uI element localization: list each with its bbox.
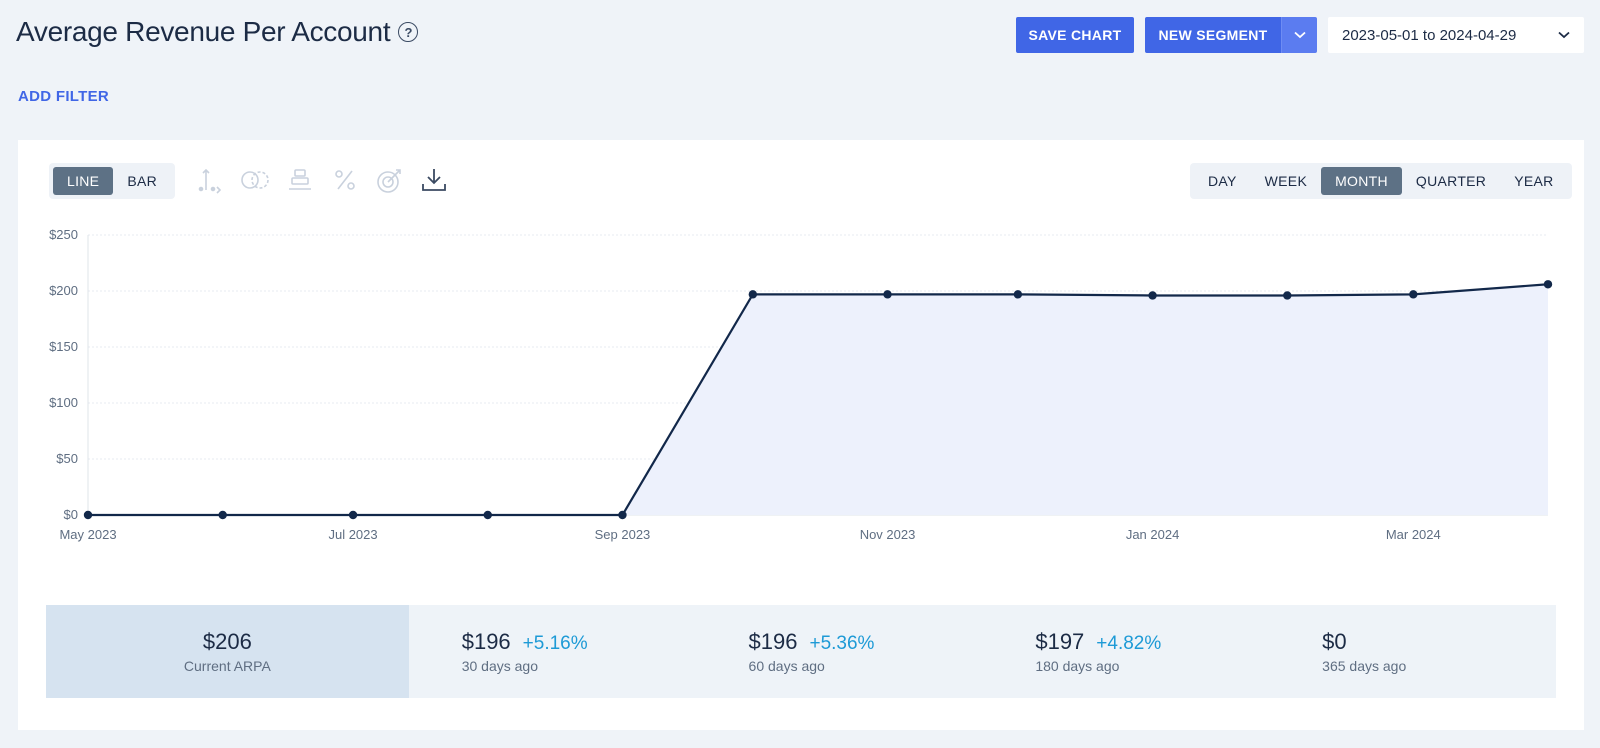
- stat-label: 180 days ago: [1035, 658, 1120, 674]
- y-tick-label: $150: [49, 339, 78, 354]
- y-tick-label: $200: [49, 283, 78, 298]
- current-arpa-label: Current ARPA: [183, 658, 271, 674]
- data-point: [618, 510, 627, 520]
- stat-change: +4.82%: [1096, 633, 1162, 654]
- data-point: [1409, 290, 1418, 299]
- percent-icon[interactable]: [329, 164, 361, 196]
- data-point: [748, 290, 758, 299]
- y-tick-label: $50: [56, 451, 78, 466]
- x-tick-label: Jul 2023: [328, 527, 377, 542]
- interval-toggle: DAY WEEK MONTH QUARTER YEAR: [1190, 163, 1572, 199]
- interval-year[interactable]: YEAR: [1514, 173, 1554, 189]
- data-point: [1283, 291, 1292, 300]
- date-range-picker[interactable]: 2023-05-01 to 2024-04-29: [1328, 17, 1584, 53]
- add-filter-link[interactable]: ADD FILTER: [18, 88, 110, 105]
- stat-label: 30 days ago: [461, 658, 539, 674]
- x-tick-label: Mar 2024: [1386, 527, 1441, 542]
- chevron-down-icon: [1558, 31, 1570, 39]
- stats-bar: $206 Current ARPA $196 +5.16% 30 days ago…: [46, 605, 1556, 698]
- data-point: [483, 510, 492, 520]
- save-chart-button[interactable]: SAVE CHART: [1016, 17, 1134, 53]
- data-point: [83, 510, 93, 520]
- y-tick-label: $100: [49, 395, 78, 410]
- chevron-down-icon: [1293, 31, 1306, 39]
- goal-icon[interactable]: [374, 164, 406, 196]
- interval-day[interactable]: DAY: [1208, 173, 1237, 189]
- interval-week[interactable]: WEEK: [1264, 173, 1308, 189]
- axis-icon[interactable]: [194, 164, 226, 196]
- interval-quarter[interactable]: QUARTER: [1415, 173, 1487, 189]
- x-tick-label: Jan 2024: [1126, 527, 1180, 542]
- x-tick-label: Nov 2023: [860, 527, 916, 542]
- x-tick-label: Sep 2023: [595, 527, 651, 542]
- new-segment-button[interactable]: NEW SEGMENT: [1145, 17, 1281, 53]
- chart-type-toggle: LINE BAR: [49, 163, 176, 199]
- stack-icon[interactable]: [284, 164, 316, 196]
- chart-panel: LINE BAR DAY WEEK MONTH QUARTER YEAR $0 $…: [18, 140, 1584, 730]
- arpa-line-chart: $0 $50 $100 $150 $200 $250 May 2023 Jul 2023 Sep…: [49, 227, 1553, 542]
- x-tick-label: May 2023: [59, 527, 116, 542]
- stat-180-days: $197 +4.82% 180 days ago: [982, 605, 1269, 698]
- stat-value: $196: [748, 629, 798, 654]
- current-arpa-value: $206: [202, 629, 252, 654]
- data-point: [883, 290, 892, 299]
- y-tick-label: $0: [64, 507, 78, 522]
- data-point: [1148, 291, 1157, 300]
- chart-type-bar[interactable]: BAR: [127, 173, 158, 189]
- data-point: [1543, 280, 1553, 289]
- stat-60-days: $196 +5.36% 60 days ago: [696, 605, 983, 698]
- stat-label: 365 days ago: [1322, 658, 1407, 674]
- stat-value: $197: [1035, 629, 1085, 654]
- data-point: [1013, 290, 1023, 299]
- stat-change: +5.36%: [809, 633, 875, 654]
- current-arpa-stat: $206 Current ARPA: [46, 605, 409, 698]
- download-icon[interactable]: [418, 164, 450, 196]
- stat-365-days: $0 365 days ago: [1269, 605, 1556, 698]
- stat-30-days: $196 +5.16% 30 days ago: [409, 605, 696, 698]
- data-point: [348, 510, 358, 520]
- interval-month[interactable]: MONTH: [1321, 167, 1402, 195]
- page-title-text: Average Revenue Per Account: [16, 16, 391, 47]
- compare-icon[interactable]: [239, 164, 271, 196]
- y-tick-label: $250: [49, 227, 78, 242]
- series-line: [88, 283, 1549, 517]
- stat-label: 60 days ago: [748, 658, 825, 674]
- new-segment-dropdown-button[interactable]: [1281, 17, 1317, 53]
- data-point: [218, 510, 227, 520]
- help-icon[interactable]: ?: [398, 22, 419, 42]
- stat-value: $0: [1322, 629, 1347, 654]
- chart-type-line[interactable]: LINE: [53, 167, 114, 195]
- stat-value: $196: [461, 629, 511, 654]
- stat-change: +5.16%: [522, 633, 588, 654]
- page-title: Average Revenue Per Account ?: [16, 16, 419, 48]
- series-area: [88, 284, 1548, 515]
- date-range-value: 2023-05-01 to 2024-04-29: [1342, 26, 1517, 44]
